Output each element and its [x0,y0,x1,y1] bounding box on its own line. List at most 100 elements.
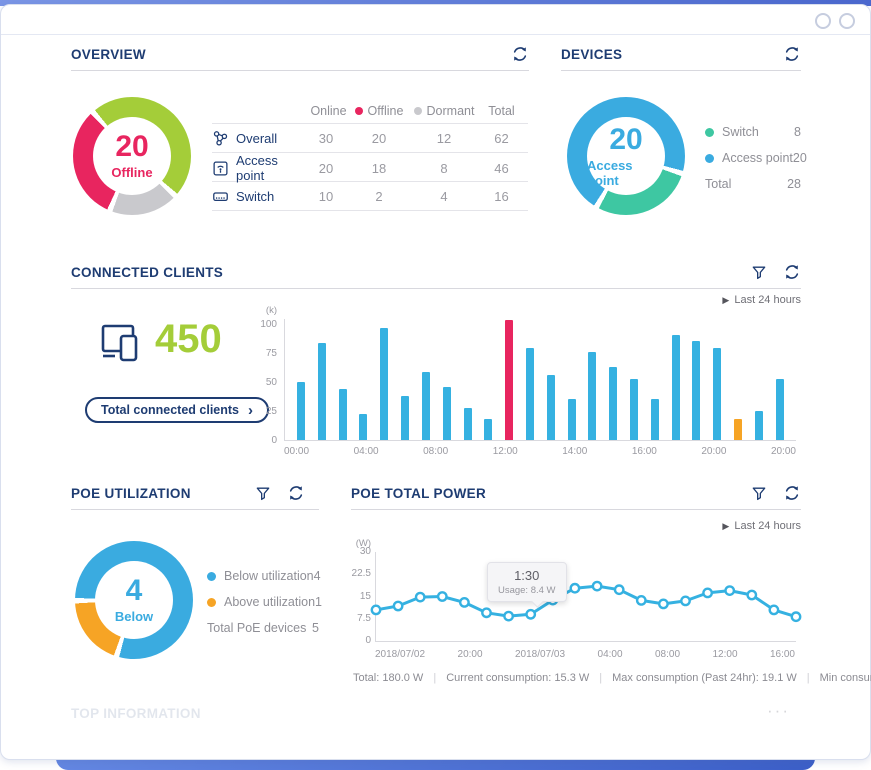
bar[interactable] [338,389,347,440]
bar[interactable] [463,407,472,440]
devices-donut-chart: 20 Access point [567,97,685,215]
bar[interactable] [317,343,326,440]
bar[interactable] [546,375,555,440]
time-range-selector[interactable]: ▶ Last 24 hours [722,294,801,306]
bar[interactable] [567,398,576,440]
devices-header: DEVICES [561,45,801,71]
filter-icon[interactable] [255,485,271,502]
switch-icon [212,188,229,205]
y-axis-unit: (W) [355,538,371,549]
data-point[interactable] [635,595,647,606]
table-cell: 12 [436,130,452,146]
offline-label: Offline [111,165,153,180]
poe-power-stats: Total: 180.0 W | Current consumption: 15… [353,672,871,684]
bar[interactable] [505,320,514,440]
table-row: Overall 30 20 12 62 [212,124,528,153]
data-point[interactable] [569,582,581,594]
bar[interactable] [588,352,597,440]
y-tick-label: 25 [265,405,277,417]
y-tick-label: 75 [265,347,277,359]
bar[interactable] [525,347,534,440]
bar[interactable] [401,396,410,440]
refresh-icon[interactable] [287,484,305,502]
overview-table: Online Offline Dormant Total Overall 30 20 12 62… [212,99,528,211]
bar[interactable] [442,387,451,440]
data-point[interactable] [790,611,802,623]
x-tick-label: 20:00 [457,649,483,660]
x-tick-label: 12:00 [492,446,518,457]
y-tick-label: 15 [359,590,371,602]
data-point[interactable] [680,595,691,607]
column-header: Total [488,104,515,118]
stat-current: Current consumption: 15.3 W [446,672,590,684]
refresh-icon[interactable] [783,484,801,502]
data-point[interactable] [459,597,470,608]
more-options-icon[interactable]: ··· [767,701,790,720]
data-point[interactable] [613,584,625,596]
filter-icon[interactable] [751,485,767,502]
bar[interactable] [754,411,763,440]
x-tick-label: 16:00 [769,649,795,660]
data-point[interactable] [724,585,736,596]
legend-value: 4 [313,569,321,583]
legend-dot [207,597,216,607]
bar[interactable] [359,413,368,440]
titlebar [1,5,870,35]
connected-clients-header: CONNECTED CLIENTS [71,263,801,289]
refresh-icon[interactable] [511,45,529,63]
data-point[interactable] [481,607,492,619]
bar[interactable] [650,398,659,440]
separator: | [599,672,603,684]
x-tick-label: 16:00 [631,446,657,457]
data-point[interactable] [702,587,713,599]
data-point[interactable] [768,604,780,616]
donut-center: 20 Offline [93,117,171,195]
y-axis-unit: (k) [265,305,277,316]
bar[interactable] [609,367,618,440]
legend-dot [354,107,363,115]
data-point[interactable] [657,598,669,610]
data-point[interactable] [503,610,515,622]
table-row: Access point 20 18 8 46 [212,153,528,183]
caret-right-icon: ▶ [722,294,730,305]
bar[interactable] [671,335,680,440]
x-tick-label: 20:00 [701,446,727,457]
legend-item: Access point 20 [705,145,807,171]
x-tick-label: 20:00 [770,446,796,457]
data-point[interactable] [370,604,382,616]
line-chart-y-axis: (W) 0 7.5 15 22.5 30 [351,538,371,646]
below-label: Below [114,609,154,624]
data-point[interactable] [436,591,448,602]
window-control-icon[interactable] [839,13,855,29]
bar[interactable] [713,347,722,440]
tooltip-usage: Usage: 8.4 W [497,585,556,597]
bar[interactable] [775,378,784,440]
overview-title: OVERVIEW [71,46,146,62]
table-cell: 62 [494,130,509,146]
data-point[interactable] [591,580,603,592]
data-point[interactable] [392,600,404,612]
window-control-icon[interactable] [815,13,831,29]
time-range-selector[interactable]: ▶ Last 24 hours [722,520,801,532]
refresh-icon[interactable] [783,263,801,281]
legend-label: Total [705,177,732,191]
table-cell: 8 [440,160,448,176]
filter-icon[interactable] [751,264,767,281]
data-point[interactable] [746,589,758,601]
bar[interactable] [297,382,305,440]
bar[interactable] [734,419,743,440]
devices-group-icon [99,323,145,370]
data-point[interactable] [414,591,426,603]
bar[interactable] [421,372,430,440]
data-point[interactable] [525,608,537,620]
bar[interactable] [484,419,493,440]
line-chart-x-axis: 2018/07/02 20:00 2018/07/03 04:00 08:00 12:00… [375,649,795,660]
table-cell: 46 [494,160,509,176]
total-connected-clients-button[interactable]: Total connected clients › [85,397,269,423]
row-label: Switch [236,188,275,204]
bar[interactable] [380,328,389,440]
button-label: Total connected clients [101,403,239,417]
refresh-icon[interactable] [783,45,801,63]
bar[interactable] [692,340,701,440]
bar[interactable] [630,378,638,440]
